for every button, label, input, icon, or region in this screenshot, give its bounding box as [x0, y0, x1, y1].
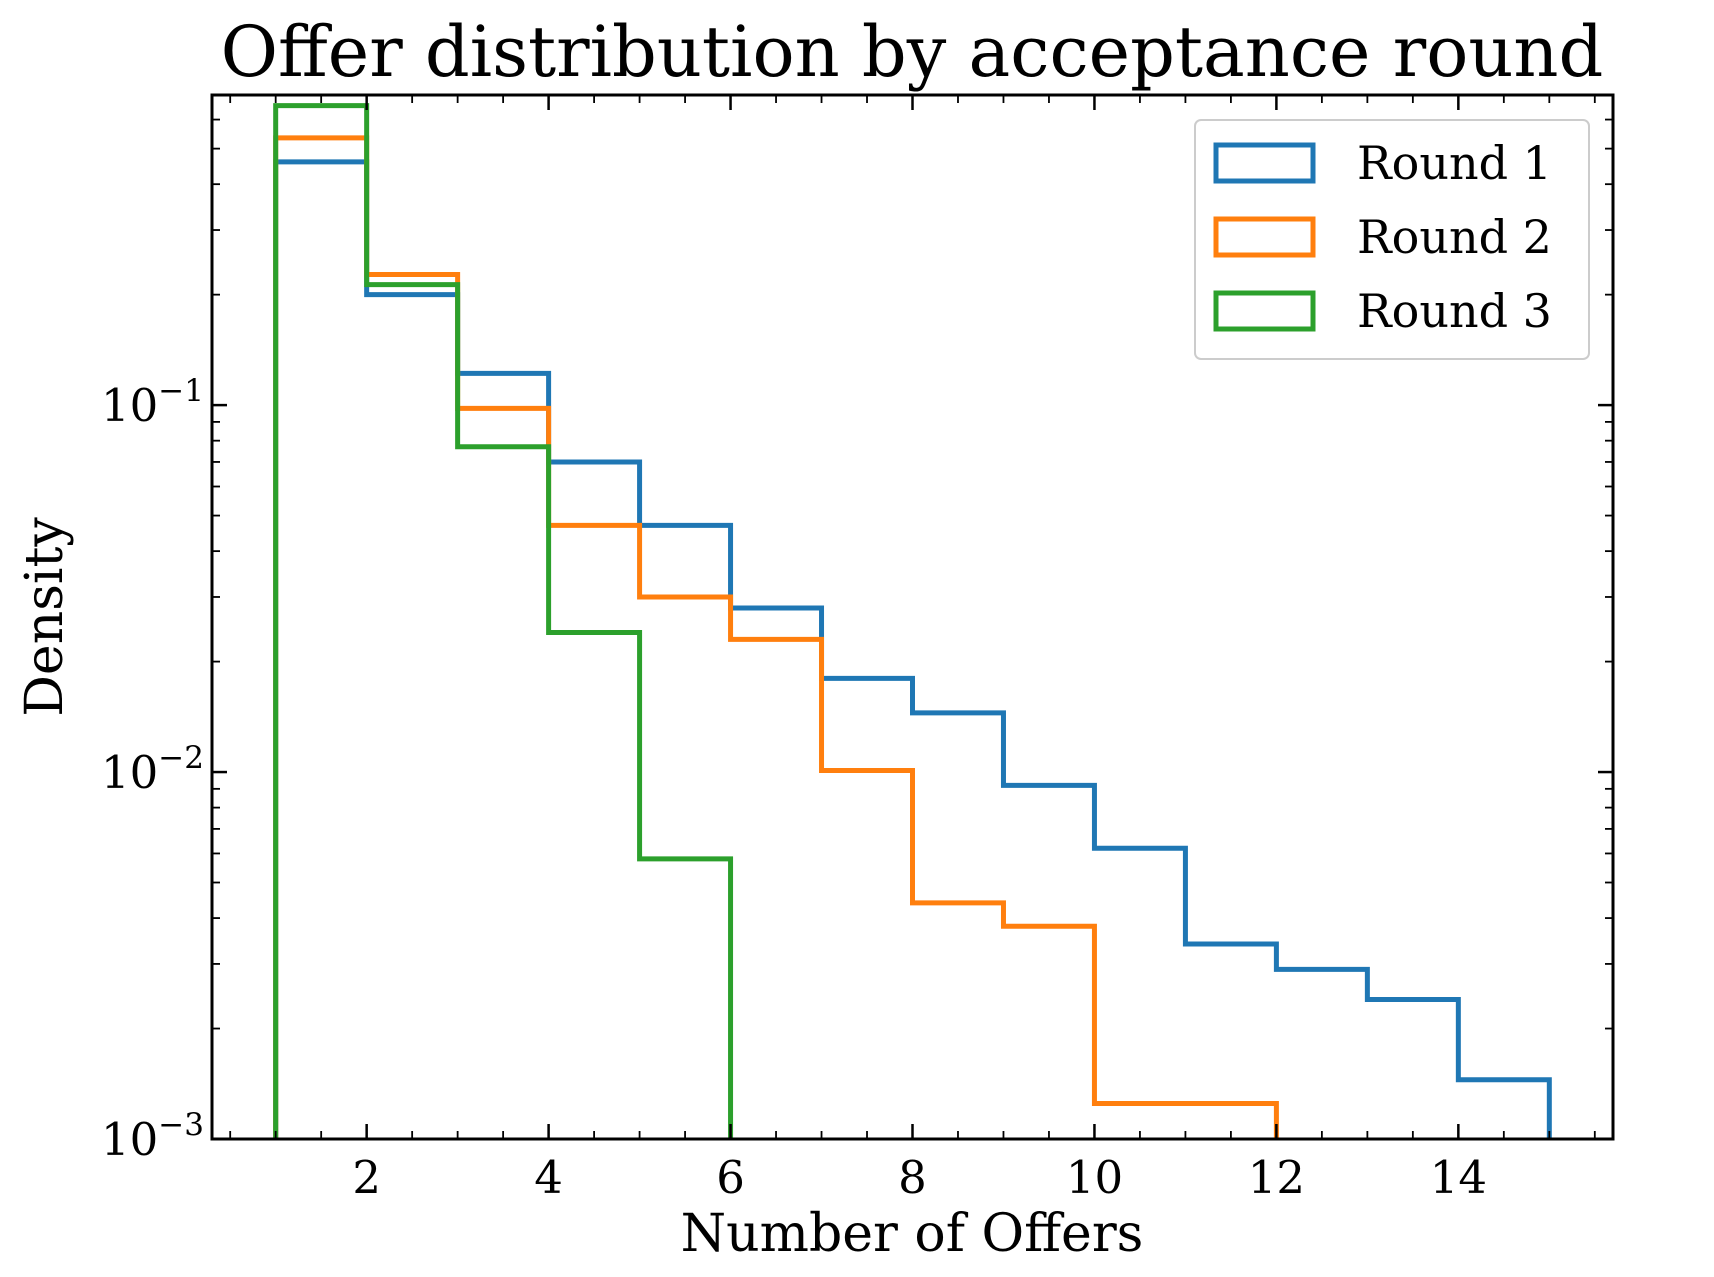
histogram-series	[273, 103, 1552, 1139]
x-axis-ticks: 2 4 6 8 10 12 14	[229, 95, 1596, 1204]
legend-swatch	[1213, 142, 1316, 184]
x-tick-label: 14	[1430, 1151, 1487, 1204]
legend-label: Round 3	[1357, 284, 1552, 338]
series-step-3	[273, 103, 734, 1139]
legend-item-3: Round 3	[1213, 284, 1552, 338]
x-tick-label: 10	[1066, 1151, 1123, 1204]
series-step-2	[273, 135, 1279, 1139]
x-tick-label: 12	[1248, 1151, 1305, 1204]
x-tick-label: 4	[534, 1151, 563, 1204]
legend-label: Round 1	[1357, 136, 1552, 190]
y-tick-label: 10−2	[101, 740, 204, 799]
y-tick-label: 10−3	[101, 1107, 204, 1166]
plot-frame	[210, 93, 1615, 1141]
legend-label: Round 2	[1357, 210, 1552, 264]
legend-item-1: Round 1	[1213, 136, 1552, 190]
y-axis-label: Density	[15, 517, 75, 717]
x-tick-label: 8	[898, 1151, 927, 1204]
legend-item-2: Round 2	[1213, 210, 1552, 264]
legend-swatch	[1213, 216, 1316, 258]
legend-swatch	[1213, 290, 1316, 332]
x-tick-label: 6	[716, 1151, 745, 1204]
y-tick-label: 10−1	[101, 373, 204, 432]
chart-title: Offer distribution by acceptance round	[221, 11, 1604, 93]
legend: Round 1 Round 2 Round 3	[1194, 119, 1590, 360]
x-axis-label: Number of Offers	[681, 1204, 1144, 1264]
x-tick-label: 2	[352, 1151, 381, 1204]
